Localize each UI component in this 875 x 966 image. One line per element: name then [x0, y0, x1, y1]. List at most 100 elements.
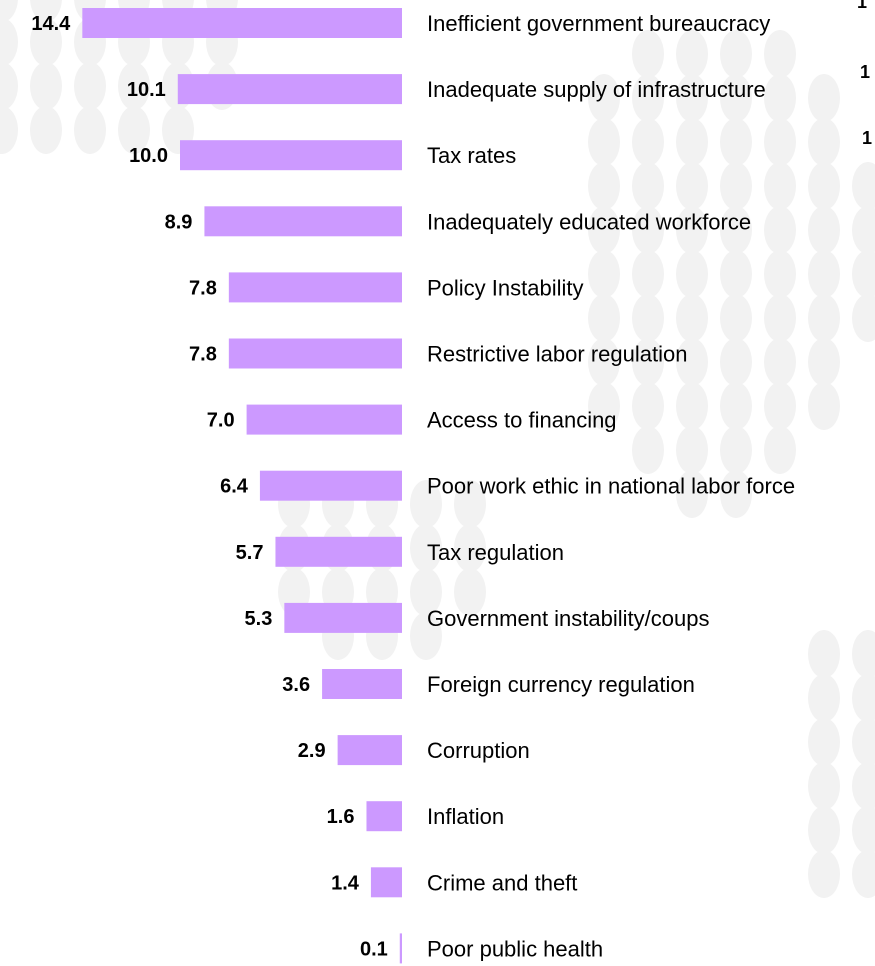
pattern-dot [632, 382, 664, 430]
category-label: Crime and theft [427, 870, 577, 895]
category-label: Tax regulation [427, 540, 564, 565]
pattern-dot [720, 30, 752, 78]
pattern-dot [852, 162, 875, 210]
pattern-dot [676, 250, 708, 298]
value-label: 10.1 [127, 79, 166, 101]
pattern-dot [74, 62, 106, 110]
value-label: 7.0 [207, 410, 235, 432]
pattern-dot [808, 382, 840, 430]
pattern-dot [0, 0, 18, 22]
bar [370, 867, 402, 898]
category-label: Tax rates [427, 143, 516, 168]
bar [180, 140, 402, 171]
value-label: 6.4 [220, 476, 249, 498]
bar [337, 735, 402, 766]
pattern-dot [764, 382, 796, 430]
category-label: Government instability/coups [427, 606, 709, 631]
pattern-dot [808, 806, 840, 854]
pattern-dot [588, 162, 620, 210]
clipped-digit: 1 [857, 0, 867, 12]
value-label: 10.0 [129, 145, 168, 167]
pattern-dot [30, 18, 62, 66]
value-label: 1.4 [331, 872, 360, 894]
category-label: Corruption [427, 738, 530, 763]
bar [275, 536, 402, 567]
value-label: 3.6 [282, 674, 310, 696]
pattern-dot [588, 250, 620, 298]
pattern-dot [676, 382, 708, 430]
pattern-dot [764, 118, 796, 166]
clipped-digit: 1 [860, 62, 870, 82]
pattern-dot [720, 382, 752, 430]
pattern-dot [808, 630, 840, 678]
pattern-dot [0, 18, 18, 66]
pattern-dot [588, 382, 620, 430]
pattern-dot [764, 206, 796, 254]
pattern-dot [632, 30, 664, 78]
category-label: Access to financing [427, 408, 617, 433]
pattern-dot [676, 294, 708, 342]
value-label: 7.8 [189, 344, 217, 366]
pattern-dot [808, 74, 840, 122]
pattern-dot [764, 294, 796, 342]
pattern-dot [852, 674, 875, 722]
pattern-dot [808, 338, 840, 386]
pattern-dot [410, 568, 442, 616]
pattern-dot [852, 850, 875, 898]
pattern-dot [588, 206, 620, 254]
pattern-dot [808, 718, 840, 766]
category-label: Poor work ethic in national labor force [427, 474, 795, 499]
pattern-dot [852, 206, 875, 254]
bar [322, 669, 402, 699]
value-label: 14.4 [31, 13, 71, 35]
pattern-dot [808, 118, 840, 166]
pattern-dot [720, 294, 752, 342]
pattern-dot [764, 426, 796, 474]
pattern-dot [720, 470, 752, 518]
value-label: 5.7 [236, 542, 264, 564]
pattern-dot [676, 338, 708, 386]
pattern-dot [632, 294, 664, 342]
bar [177, 74, 402, 105]
pattern-dot [676, 118, 708, 166]
value-label: 8.9 [165, 211, 193, 233]
pattern-dot [0, 62, 18, 110]
pattern-dot [764, 250, 796, 298]
pattern-dot [808, 850, 840, 898]
pattern-dot [764, 74, 796, 122]
value-label: 7.8 [189, 277, 217, 299]
pattern-dot [118, 106, 150, 154]
pattern-dot [676, 206, 708, 254]
pattern-dot [454, 524, 486, 572]
bar [284, 602, 402, 633]
pattern-dot [632, 74, 664, 122]
value-label: 1.6 [327, 806, 355, 828]
pattern-dot [588, 294, 620, 342]
pattern-dot [632, 250, 664, 298]
bar [228, 272, 402, 303]
pattern-dot [30, 106, 62, 154]
pattern-dot [720, 74, 752, 122]
pattern-dot [676, 74, 708, 122]
pattern-dot [30, 0, 62, 22]
pattern-dot [632, 206, 664, 254]
pattern-dot [632, 426, 664, 474]
pattern-dot [852, 718, 875, 766]
pattern-dot [808, 250, 840, 298]
pattern-dot [454, 480, 486, 528]
value-label: 2.9 [298, 740, 326, 762]
pattern-dot [808, 294, 840, 342]
pattern-dot [410, 524, 442, 572]
pattern-dot [720, 426, 752, 474]
bar [259, 470, 402, 501]
pattern-dot [74, 106, 106, 154]
pattern-dot [852, 630, 875, 678]
pattern-dot [676, 426, 708, 474]
pattern-dot [852, 806, 875, 854]
category-label: Poor public health [427, 936, 603, 961]
pattern-dot [720, 338, 752, 386]
pattern-dot [30, 62, 62, 110]
category-label: Inflation [427, 804, 504, 829]
